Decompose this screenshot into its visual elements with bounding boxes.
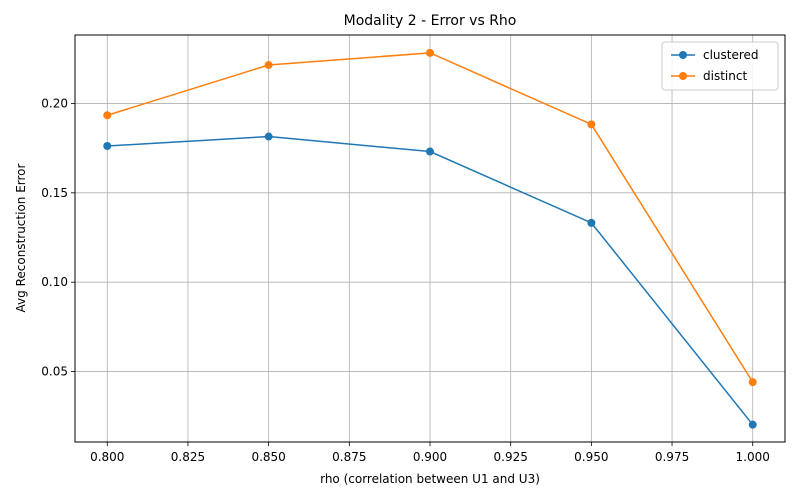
y-tick-label: 0.05 (41, 365, 68, 379)
legend: clustered distinct (661, 41, 779, 91)
data-point-clustered (587, 218, 596, 227)
legend-marker-clustered (679, 51, 687, 59)
legend-label-clustered: clustered (703, 48, 759, 62)
legend-label-distinct: distinct (703, 69, 747, 83)
plot-frame (74, 34, 786, 443)
y-tick-label: 0.15 (41, 186, 68, 200)
x-tick-label: 1.000 (736, 450, 770, 464)
data-point-distinct (748, 378, 757, 387)
x-tick-label: 0.950 (574, 450, 608, 464)
x-tick-label: 0.825 (171, 450, 205, 464)
x-tick-label: 0.925 (494, 450, 528, 464)
chart-title: Modality 2 - Error vs Rho (344, 13, 517, 29)
x-axis-label: rho (correlation between U1 and U3) (320, 472, 540, 486)
x-tick-label: 0.875 (332, 450, 366, 464)
legend-marker-distinct (679, 72, 687, 80)
series-group (103, 48, 757, 429)
data-point-clustered (264, 132, 273, 141)
data-point-clustered (426, 147, 434, 156)
data-point-clustered (748, 420, 757, 429)
y-tick-label: 0.10 (41, 275, 68, 289)
y-tick-label: 0.20 (41, 96, 68, 110)
x-axis-ticks: 0.800 0.825 0.850 0.875 0.900 0.925 0.950 0.975… (90, 442, 770, 464)
y-axis-ticks: 0.05 0.10 0.15 0.20 (41, 96, 75, 379)
legend-box (661, 41, 779, 91)
x-tick-label: 0.975 (655, 450, 689, 464)
data-point-distinct (103, 111, 112, 120)
data-point-clustered (103, 142, 112, 150)
data-point-distinct (587, 120, 596, 129)
data-point-distinct (264, 61, 273, 70)
x-tick-label: 0.900 (413, 450, 447, 464)
x-tick-label: 0.800 (90, 450, 124, 464)
grid (75, 35, 785, 442)
y-axis-label: Avg Reconstruction Error (14, 163, 28, 312)
data-point-distinct (426, 48, 434, 57)
x-tick-label: 0.850 (251, 450, 285, 464)
